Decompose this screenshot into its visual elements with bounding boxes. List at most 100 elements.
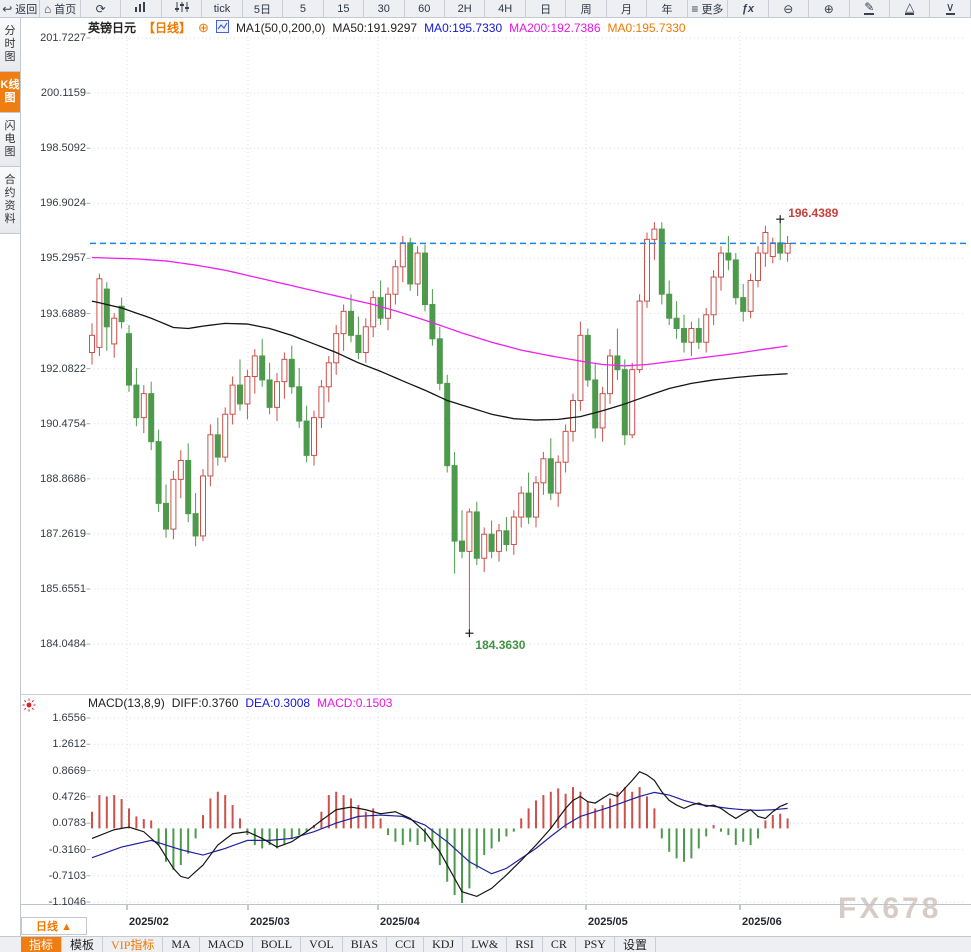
ma-settings-label[interactable]: MA1(50,0,200,0) <box>235 20 326 35</box>
symbol-name: 英镑日元 <box>88 21 137 35</box>
price-axis-label: 201.7227 <box>40 32 86 44</box>
macd-axis-label: -1.1046 <box>48 896 86 909</box>
toolbar-label: 5日 <box>253 3 271 16</box>
toolbar-label: 30 <box>377 2 390 15</box>
macd-name[interactable]: MACD(13,8,9) <box>88 696 165 710</box>
toolbar-period-15[interactable]: 15 <box>324 0 365 17</box>
toolbar-fx-indicators[interactable]: ƒx <box>728 0 769 17</box>
macd-pane-title: MACD(13,8,9) DIFF:0.3760 DEA:0.3008 MACD… <box>88 696 392 710</box>
back-arrow-icon: ↩ <box>2 1 13 16</box>
toolbar-label: 5 <box>299 2 306 15</box>
toolbar-home[interactable]: ⌂ 首页 <box>40 0 81 17</box>
ma0-value-orange: MA0:195.7330 <box>607 20 686 35</box>
sidebar-tab-kline-chart[interactable]: K线图 <box>0 72 20 113</box>
bottom-tab-psy[interactable]: PSY <box>576 937 615 952</box>
watermark: FX678 <box>838 892 942 925</box>
price-axis-label: 190.4754 <box>40 417 86 430</box>
bottom-tab-lw[interactable]: LW& <box>463 937 508 952</box>
toolbar-label: 月 <box>621 3 633 16</box>
time-axis-label: 2025/06 <box>742 916 782 928</box>
time-axis-label: 2025/02 <box>129 916 169 928</box>
macd-settings-icon[interactable] <box>22 698 36 717</box>
toolbar-label: 更多 <box>701 3 724 16</box>
period-label: 【日线】 <box>143 21 192 35</box>
toolbar-period-week[interactable]: 周 <box>566 0 607 17</box>
toolbar-label: 首页 <box>54 3 77 16</box>
draw-icon: ✎ <box>864 0 875 15</box>
toolbar-period-30[interactable]: 30 <box>364 0 405 17</box>
bar-chart-icon <box>134 1 148 16</box>
toolbar-period-5d[interactable]: 5日 <box>243 0 284 17</box>
toolbar-label: 年 <box>661 3 673 16</box>
price-axis-label: 192.0822 <box>40 362 86 375</box>
sidebar-tab-contract-info[interactable]: 合约资料 <box>0 167 20 234</box>
toolbar-zoom-in[interactable]: ⊕ <box>809 0 850 17</box>
triangle-up-icon: △ <box>905 0 915 15</box>
macd-axis-label: 1.2612 <box>52 738 86 751</box>
zoom-out-icon: ⊖ <box>783 1 794 16</box>
bottom-tab-templates[interactable]: 模板 <box>62 937 104 952</box>
bottom-tab-ma[interactable]: MA <box>163 937 200 952</box>
bottom-tab-bias[interactable]: BIAS <box>343 937 388 952</box>
toolbar-period-60[interactable]: 60 <box>405 0 445 17</box>
sidebar-tab-time-chart[interactable]: 分时图 <box>0 18 20 72</box>
equalizer-icon <box>174 1 189 16</box>
toolbar-collapse-up[interactable]: △ <box>890 0 931 17</box>
bottom-tab-boll[interactable]: BOLL <box>253 937 302 952</box>
price-pane-title: 英镑日元 【日线】 ⊕ MA1(50,0,200,0) MA50:191.929… <box>88 19 686 36</box>
toolbar-period-month[interactable]: 月 <box>607 0 648 17</box>
macd-axis-label: 0.4726 <box>52 790 86 803</box>
ma50-value: MA50:191.9297 <box>332 20 418 35</box>
toolbar-zoom-out[interactable]: ⊖ <box>769 0 810 17</box>
bottom-tab-cr[interactable]: CR <box>543 937 576 952</box>
toolbar-label: 日 <box>540 3 552 16</box>
bottom-tab-macd[interactable]: MACD <box>200 937 253 952</box>
sidebar-tab-lightning-chart[interactable]: 闪电图 <box>0 113 20 167</box>
toolbar-chart-style[interactable] <box>121 0 162 17</box>
add-indicator-icon[interactable]: ⊕ <box>198 19 209 35</box>
time-axis-label: 2025/04 <box>380 916 420 928</box>
toolbar-period-5[interactable]: 5 <box>283 0 324 17</box>
toolbar-indicator-panel[interactable] <box>162 0 203 17</box>
bottom-tab-chart-settings[interactable]: 设置 <box>615 937 656 952</box>
ma200-value: MA200:192.7386 <box>509 20 601 35</box>
diff-value: DIFF:0.3760 <box>171 696 239 710</box>
toolbar-more[interactable]: ≡ 更多 <box>688 0 729 17</box>
toolbar-label: 4H <box>498 2 513 15</box>
toolbar-period-4h[interactable]: 4H <box>485 0 526 17</box>
mini-chart-icon <box>215 19 229 36</box>
collapse-down-icon: ∨ <box>945 0 955 15</box>
macd-axis-label: 0.8669 <box>52 764 86 777</box>
time-axis-label: 2025/05 <box>588 916 628 928</box>
macd-axis-label: -0.7103 <box>48 869 86 882</box>
bottom-tab-cci[interactable]: CCI <box>387 937 425 952</box>
toolbar-period-day[interactable]: 日 <box>526 0 567 17</box>
toolbar-back[interactable]: ↩ 返回 <box>0 0 41 17</box>
toolbar-refresh[interactable]: ⟳ <box>81 0 122 17</box>
refresh-icon: ⟳ <box>95 1 106 16</box>
toolbar-label: 返回 <box>15 3 38 16</box>
svg-text:196.4389: 196.4389 <box>788 206 838 220</box>
bottom-tab-indicators[interactable]: 指标 <box>21 937 63 952</box>
toolbar-draw[interactable]: ✎ <box>850 0 890 17</box>
price-axis-label: 200.1159 <box>40 87 86 100</box>
bottom-tab-rsi[interactable]: RSI <box>507 937 543 952</box>
bottom-tab-kdj[interactable]: KDJ <box>424 937 464 952</box>
zoom-in-icon: ⊕ <box>823 1 834 16</box>
fx-icon: ƒx <box>741 2 754 15</box>
price-axis-label: 185.6551 <box>40 583 86 595</box>
period-selector[interactable]: 日线 ▲ <box>21 917 87 935</box>
price-axis-label: 184.0484 <box>40 638 86 651</box>
bottom-tab-vol[interactable]: VOL <box>301 937 343 952</box>
price-axis-label: 198.5092 <box>40 142 86 155</box>
toolbar-collapse-down[interactable]: ∨ <box>930 0 971 17</box>
bottom-tab-vip-indicators[interactable]: VIP指标 <box>103 937 164 952</box>
time-axis-label: 2025/03 <box>250 916 290 928</box>
price-axis-label: 195.2957 <box>40 252 86 265</box>
toolbar-label: tick <box>213 2 231 15</box>
toolbar-period-year[interactable]: 年 <box>647 0 688 17</box>
toolbar-period-tick[interactable]: tick <box>202 0 243 17</box>
toolbar-period-2h[interactable]: 2H <box>445 0 486 17</box>
dea-value: DEA:0.3008 <box>245 696 311 710</box>
